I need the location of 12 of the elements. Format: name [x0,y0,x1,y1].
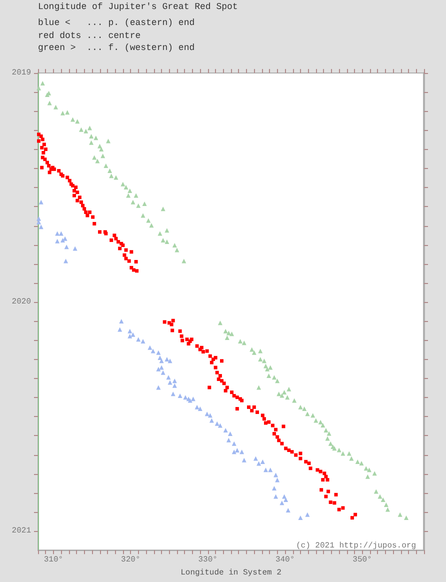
x-tick-label: 320° [121,556,140,565]
annotation: (c) 2021 http://jupos.org [296,542,416,550]
chart-subtitle: blue < ... p. (eastern) end red dots ... centre green > ... f. (western) end [38,17,195,54]
x-tick-label: 330° [198,556,218,565]
x-tick-label: 340° [275,556,295,565]
y-tick-label: 2020 [12,298,32,307]
y-tick-label: 2019 [12,68,32,78]
x-axis-title: Longitude in System 2 [180,568,282,578]
y-tick-label: 2021 [12,526,32,536]
x-tick-label: 350° [352,556,372,565]
chart-title: Longitude of Jupiter's Great Red Spot [38,2,238,13]
x-tick-label: 310° [44,556,64,565]
